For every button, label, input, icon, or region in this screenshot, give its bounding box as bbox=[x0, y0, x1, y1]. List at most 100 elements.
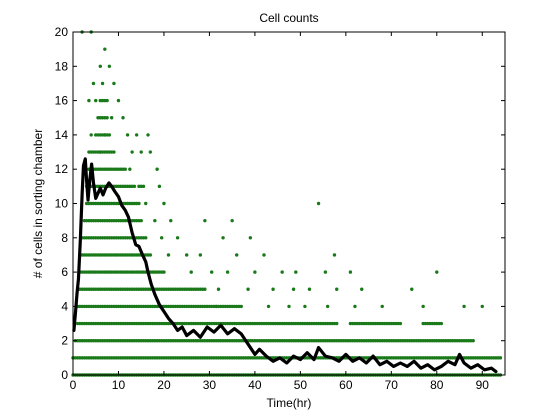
data-point bbox=[316, 201, 321, 206]
data-point bbox=[153, 218, 157, 223]
data-point bbox=[134, 133, 139, 137]
x-tick-label: 0 bbox=[70, 378, 77, 392]
y-tick-label: 0 bbox=[61, 368, 68, 382]
y-tick-label: 8 bbox=[61, 231, 68, 245]
data-point bbox=[89, 133, 93, 137]
y-tick-label: 16 bbox=[55, 94, 69, 108]
data-point bbox=[130, 150, 134, 154]
y-tick-label: 10 bbox=[55, 197, 69, 211]
x-tick-label: 90 bbox=[476, 378, 490, 392]
data-point bbox=[471, 339, 475, 343]
data-point bbox=[137, 184, 141, 189]
chart-title: Cell counts bbox=[259, 11, 318, 25]
y-tick-label: 14 bbox=[55, 128, 69, 142]
data-point bbox=[98, 150, 102, 154]
data-point bbox=[435, 270, 439, 274]
data-point bbox=[139, 150, 143, 154]
data-point bbox=[94, 98, 98, 103]
x-tick-label: 40 bbox=[248, 378, 262, 392]
x-axis: 0 10 20 30 40 50 60 70 80 90 bbox=[70, 32, 490, 392]
data-point bbox=[216, 287, 221, 291]
data-point bbox=[128, 167, 132, 171]
data-point bbox=[141, 184, 146, 189]
data-point bbox=[253, 270, 257, 274]
data-point bbox=[103, 47, 107, 51]
data-point bbox=[214, 304, 218, 309]
data-point bbox=[139, 218, 143, 223]
data-point bbox=[148, 253, 153, 257]
y-axis-label: # of cells in sorting chamber bbox=[31, 129, 45, 278]
data-point bbox=[280, 270, 284, 274]
data-point bbox=[155, 167, 159, 171]
data-point bbox=[107, 133, 112, 137]
data-point bbox=[169, 218, 173, 223]
data-point bbox=[98, 64, 102, 69]
data-point bbox=[105, 116, 109, 120]
data-point bbox=[498, 356, 503, 360]
data-point bbox=[157, 184, 162, 189]
data-point bbox=[323, 270, 328, 274]
data-point bbox=[221, 236, 225, 240]
data-point bbox=[235, 253, 239, 257]
data-point bbox=[360, 287, 364, 291]
y-tick-label: 6 bbox=[61, 265, 68, 279]
x-tick-label: 80 bbox=[430, 378, 444, 392]
data-point bbox=[203, 218, 207, 223]
data-point bbox=[189, 270, 193, 274]
data-point bbox=[225, 270, 230, 274]
data-point bbox=[294, 270, 298, 274]
data-point bbox=[462, 304, 466, 309]
data-point bbox=[203, 287, 207, 291]
data-point bbox=[325, 304, 330, 309]
data-point bbox=[87, 98, 91, 103]
y-tick-label: 12 bbox=[55, 162, 69, 176]
data-point bbox=[112, 150, 116, 154]
data-point bbox=[144, 236, 148, 240]
data-point bbox=[353, 304, 357, 309]
data-point bbox=[410, 287, 414, 291]
data-point bbox=[271, 287, 275, 291]
data-point bbox=[266, 304, 271, 309]
data-point bbox=[137, 201, 141, 206]
x-tick-label: 50 bbox=[294, 378, 308, 392]
data-point bbox=[109, 116, 114, 120]
data-point bbox=[198, 253, 203, 257]
data-point bbox=[262, 253, 266, 257]
data-point bbox=[246, 287, 250, 291]
data-point bbox=[144, 201, 148, 206]
data-point bbox=[116, 98, 121, 103]
y-tick-label: 20 bbox=[55, 25, 69, 39]
data-point bbox=[87, 150, 91, 154]
y-axis: 0 2 4 6 8 10 12 14 16 18 20 bbox=[55, 25, 505, 382]
data-point bbox=[380, 304, 384, 309]
data-point bbox=[91, 81, 96, 86]
data-point bbox=[303, 304, 307, 309]
x-tick-label: 60 bbox=[339, 378, 353, 392]
y-tick-label: 18 bbox=[55, 59, 69, 73]
data-point bbox=[162, 270, 166, 274]
data-point bbox=[96, 116, 100, 120]
data-point bbox=[248, 236, 253, 240]
data-point bbox=[112, 81, 116, 86]
data-point bbox=[291, 287, 296, 291]
x-tick-label: 20 bbox=[157, 378, 171, 392]
trend-line bbox=[72, 157, 498, 374]
data-point bbox=[335, 287, 339, 291]
data-point bbox=[103, 133, 107, 137]
data-point bbox=[421, 304, 425, 309]
data-point bbox=[162, 201, 166, 206]
x-axis-label: Time(hr) bbox=[267, 396, 312, 410]
data-point bbox=[132, 184, 137, 189]
data-point bbox=[287, 304, 291, 309]
data-point bbox=[148, 150, 153, 154]
data-point bbox=[307, 287, 312, 291]
y-tick-label: 4 bbox=[61, 299, 68, 313]
data-point bbox=[100, 81, 105, 86]
data-point bbox=[398, 321, 403, 326]
data-point bbox=[230, 218, 234, 223]
x-tick-label: 30 bbox=[203, 378, 217, 392]
data-point bbox=[348, 270, 353, 274]
data-point bbox=[175, 236, 180, 240]
data-point bbox=[107, 64, 112, 69]
